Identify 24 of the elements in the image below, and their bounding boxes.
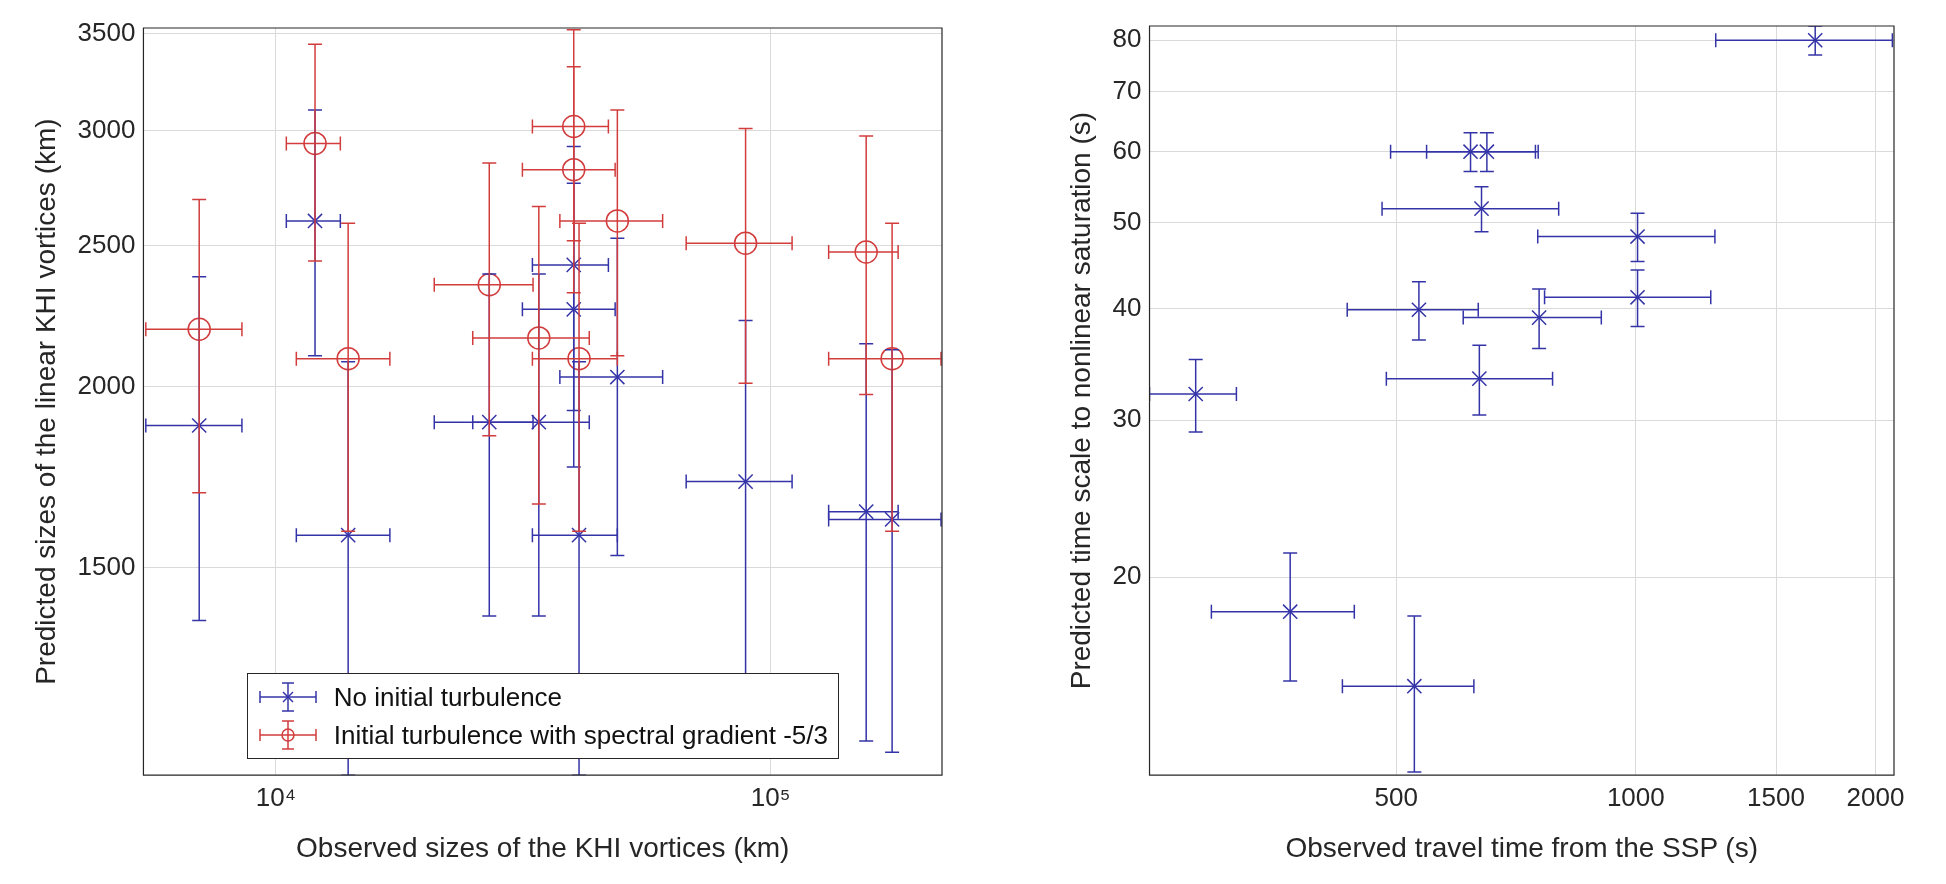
x-axis-title: Observed travel time from the SSP (s) (1285, 831, 1759, 863)
y-tick-label: 70 (1112, 75, 1142, 106)
x-tick-label: 2000 (1846, 781, 1905, 812)
x-axis-title: Observed sizes of the KHI vortices (km) (296, 831, 790, 863)
y-axis-title: Predicted sizes of the linear KHI vortices (km) (29, 118, 61, 685)
y-tick-label: 2000 (77, 369, 136, 400)
y-tick-label: 1500 (77, 551, 136, 582)
x-tick-label: 1500 (1747, 781, 1805, 812)
y-tick-label: 60 (1112, 134, 1142, 165)
y-tick-label: 40 (1112, 291, 1142, 322)
x-tick-label: 500 (1374, 781, 1418, 812)
y-tick-label: 3000 (77, 113, 136, 144)
y-tick-label: 2500 (77, 228, 136, 259)
x-tick-label: 1000 (1606, 781, 1665, 812)
y-tick-label: 80 (1112, 23, 1142, 54)
y-axis-title: Predicted time scale to nonlinear saturation (s) (1064, 111, 1096, 690)
y-tick-label: 3500 (77, 16, 136, 47)
x-tick-label: 10⁴ (255, 781, 296, 812)
legend-label: Initial turbulence with spectral gradient -5/3 (333, 719, 828, 751)
y-tick-label: 30 (1112, 403, 1142, 434)
legend-label: No initial turbulence (333, 681, 563, 713)
y-tick-label: 50 (1112, 205, 1142, 236)
y-tick-label: 20 (1112, 560, 1142, 591)
x-tick-label: 10⁵ (750, 781, 791, 812)
